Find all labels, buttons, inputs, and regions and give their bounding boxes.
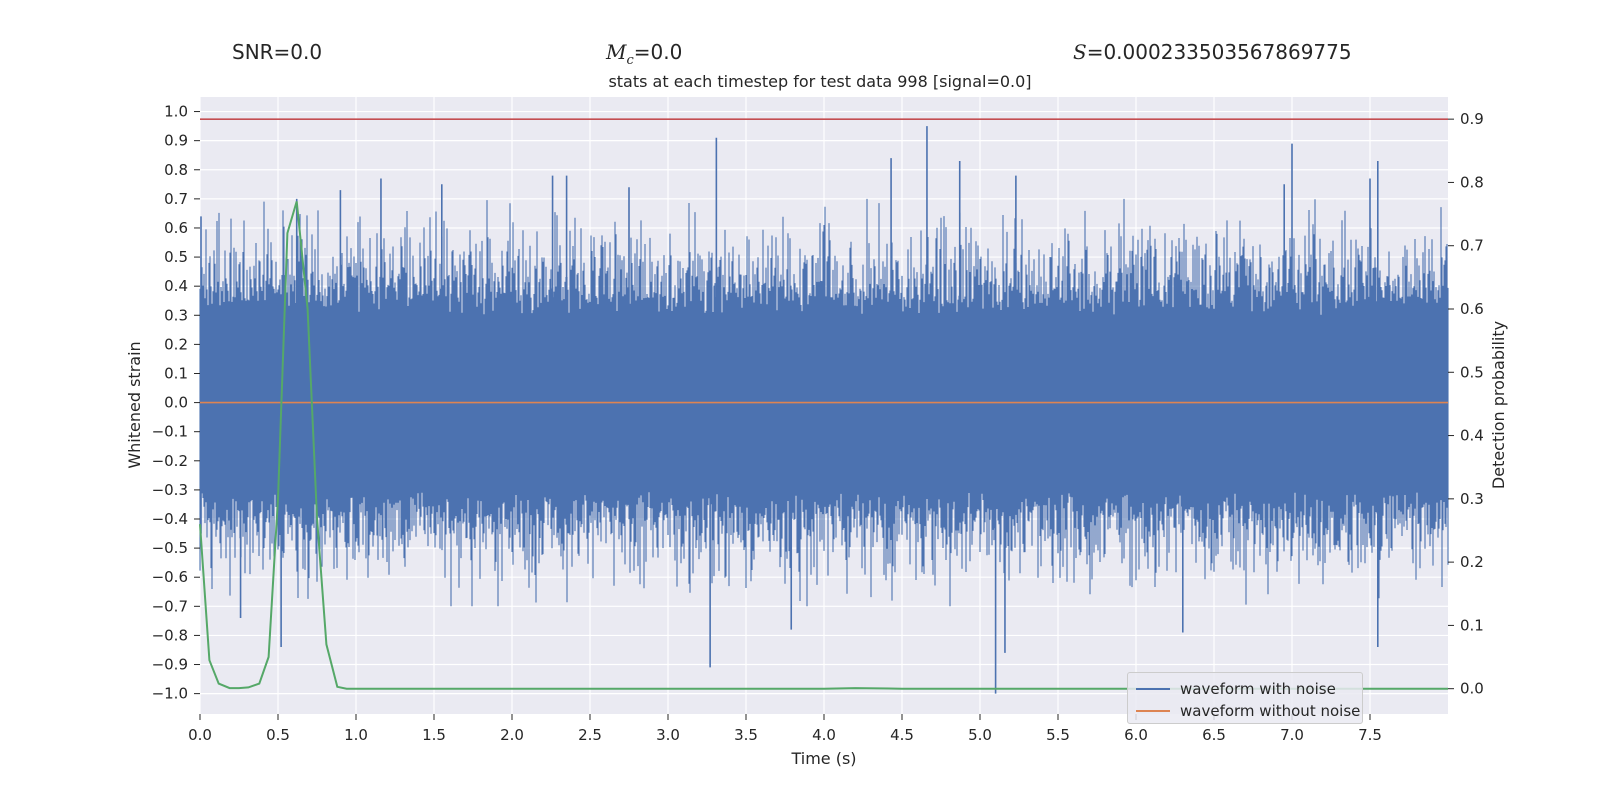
snr-stat: SNR=0.0: [232, 40, 323, 64]
x-tick-label: 3.5: [734, 726, 758, 744]
left-y-tick-label: −0.1: [152, 423, 188, 441]
left-y-tick-label: −0.9: [152, 656, 188, 674]
chirp-mass-stat: Mc=0.0: [606, 40, 682, 68]
x-tick-label: 2.0: [500, 726, 524, 744]
left-y-tick-label: −0.8: [152, 626, 188, 644]
chirp-mass-symbol: M: [606, 40, 627, 64]
legend: waveform with noise waveform without noi…: [1127, 672, 1363, 724]
x-tick-label: 4.0: [812, 726, 836, 744]
s-stat: S=0.000233503567869775: [1073, 40, 1352, 64]
left-y-tick-label: −0.3: [152, 481, 188, 499]
left-y-axis-label: Whitened strain: [125, 341, 144, 468]
legend-swatch-noise: [1136, 688, 1170, 690]
left-y-tick-label: 0.6: [164, 219, 188, 237]
left-y-tick-label: −0.6: [152, 568, 188, 586]
left-y-axis-ticks: 1.0 0.9 0.8 0.7 0.6 0.5 0.4 0.3 0.2 0.1 0.0 −0.1 −0.…: [152, 103, 200, 703]
s-symbol: S: [1073, 40, 1087, 64]
right-y-tick-label: 0.7: [1460, 237, 1484, 255]
x-tick-label: 4.5: [890, 726, 914, 744]
left-y-tick-label: 0.5: [164, 248, 188, 266]
x-tick-label: 3.0: [656, 726, 680, 744]
right-y-tick-label: 0.1: [1460, 616, 1484, 634]
legend-swatch-clean: [1136, 710, 1170, 712]
right-y-tick-label: 0.5: [1460, 363, 1484, 381]
right-y-tick-label: 0.3: [1460, 490, 1484, 508]
x-tick-label: 1.5: [422, 726, 446, 744]
x-tick-label: 5.0: [968, 726, 992, 744]
x-tick-label: 5.5: [1046, 726, 1070, 744]
detection-probability-line: [199, 201, 1448, 690]
chirp-mass-subscript: c: [626, 53, 634, 68]
left-y-tick-label: 0.0: [164, 394, 188, 412]
right-y-tick-label: 0.0: [1460, 680, 1484, 698]
x-tick-label: 6.0: [1124, 726, 1148, 744]
chart-title: stats at each timestep for test data 998…: [608, 72, 1032, 91]
left-y-tick-label: 1.0: [164, 103, 188, 121]
right-y-tick-label: 0.6: [1460, 300, 1484, 318]
right-y-tick-label: 0.2: [1460, 553, 1484, 571]
left-y-tick-label: 0.9: [164, 132, 188, 150]
legend-entry-clean: waveform without noise: [1136, 701, 1360, 721]
x-tick-label: 0.5: [266, 726, 290, 744]
left-y-tick-label: −0.2: [152, 452, 188, 470]
x-axis-ticks: 0.0 0.5 1.0 1.5 2.0 2.5 3.0 3.5 4.0 4.5 5.0 5.5 6.0 6…: [188, 714, 1382, 744]
overlay-lines: [199, 118, 1448, 690]
legend-entry-noise: waveform with noise: [1136, 679, 1336, 699]
left-y-tick-label: −0.5: [152, 539, 188, 557]
x-tick-label: 7.5: [1358, 726, 1382, 744]
x-tick-label: 2.5: [578, 726, 602, 744]
legend-label-clean: waveform without noise: [1180, 702, 1361, 720]
left-y-tick-label: −0.4: [152, 510, 188, 528]
x-tick-label: 0.0: [188, 726, 212, 744]
left-y-tick-label: 0.1: [164, 364, 188, 382]
left-y-tick-label: 0.4: [164, 277, 188, 295]
x-tick-label: 7.0: [1280, 726, 1304, 744]
x-tick-label: 1.0: [344, 726, 368, 744]
right-y-tick-label: 0.8: [1460, 173, 1484, 191]
right-y-axis-ticks: 0.9 0.8 0.7 0.6 0.5 0.4 0.3 0.2 0.1 0.0: [1448, 110, 1484, 698]
left-y-tick-label: 0.2: [164, 335, 188, 353]
chirp-mass-value: =0.0: [633, 40, 683, 64]
x-tick-label: 6.5: [1202, 726, 1226, 744]
right-y-tick-label: 0.9: [1460, 110, 1484, 128]
right-y-tick-label: 0.4: [1460, 427, 1484, 445]
left-y-tick-label: −1.0: [152, 685, 188, 703]
s-value: =0.000233503567869775: [1086, 40, 1352, 64]
noise-trace: [199, 198, 1449, 607]
left-y-tick-label: −0.7: [152, 597, 188, 615]
right-y-axis-label: Detection probability: [1489, 321, 1508, 489]
legend-label-noise: waveform with noise: [1180, 680, 1336, 698]
x-axis-label: Time (s): [790, 749, 856, 768]
left-y-tick-label: 0.7: [164, 190, 188, 208]
left-y-tick-label: 0.8: [164, 161, 188, 179]
left-y-tick-label: 0.3: [164, 306, 188, 324]
